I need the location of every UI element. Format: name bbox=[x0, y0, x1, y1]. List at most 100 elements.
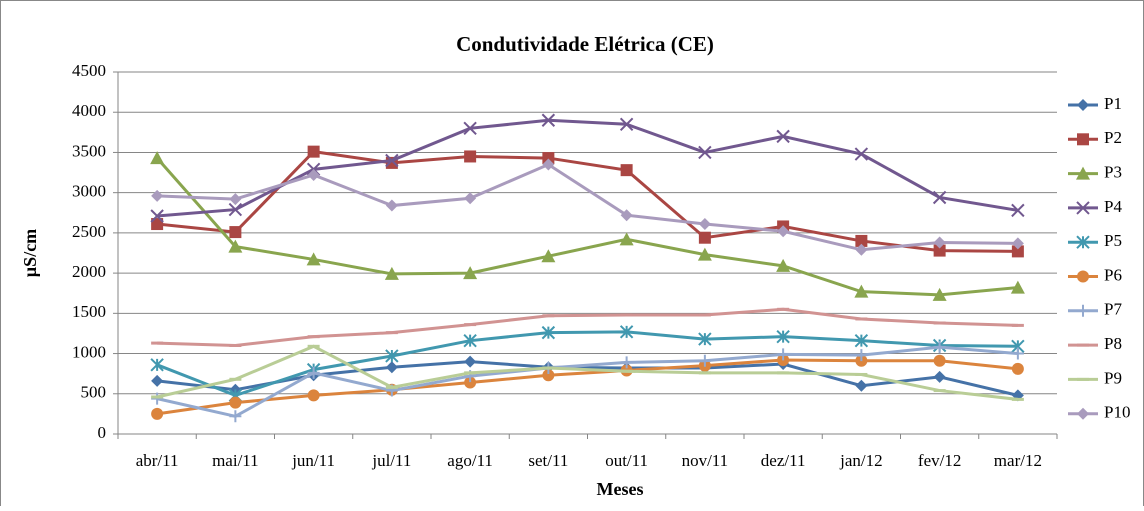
series-line bbox=[157, 162, 1018, 252]
marker bbox=[151, 407, 164, 420]
x-tick-label: abr/11 bbox=[136, 451, 179, 470]
marker bbox=[464, 376, 477, 389]
marker bbox=[1077, 133, 1089, 146]
marker bbox=[1077, 99, 1089, 111]
marker bbox=[542, 369, 555, 382]
marker bbox=[776, 329, 790, 344]
marker bbox=[1077, 270, 1089, 283]
marker bbox=[1076, 201, 1090, 215]
marker bbox=[464, 192, 477, 205]
marker bbox=[228, 202, 243, 217]
x-tick-label: fev/12 bbox=[918, 451, 961, 470]
series-line bbox=[157, 307, 1018, 348]
series-line bbox=[156, 344, 1019, 401]
marker bbox=[620, 164, 633, 177]
marker bbox=[619, 232, 634, 246]
marker bbox=[855, 243, 868, 256]
marker bbox=[777, 348, 790, 361]
marker bbox=[697, 247, 712, 261]
marker bbox=[150, 151, 165, 165]
x-tick-label: set/11 bbox=[528, 451, 568, 470]
marker bbox=[151, 392, 164, 405]
marker bbox=[385, 349, 399, 363]
marker bbox=[1011, 362, 1024, 375]
marker bbox=[932, 287, 947, 301]
marker bbox=[151, 218, 164, 231]
legend-label: P2 bbox=[1104, 128, 1122, 147]
y-axis-label: µS/cm bbox=[20, 229, 40, 277]
legend-label: P1 bbox=[1104, 94, 1122, 113]
marker bbox=[541, 113, 556, 127]
marker bbox=[855, 349, 868, 362]
marker bbox=[541, 325, 556, 340]
x-tick-label: jul/11 bbox=[371, 451, 411, 470]
marker bbox=[1011, 237, 1024, 250]
x-tick-label: mar/12 bbox=[994, 451, 1042, 470]
marker bbox=[385, 153, 399, 168]
marker bbox=[306, 252, 321, 266]
legend-label: P9 bbox=[1104, 368, 1122, 387]
legend-label: P10 bbox=[1104, 403, 1130, 422]
marker bbox=[932, 190, 947, 205]
marker bbox=[1076, 235, 1090, 249]
legend-label: P6 bbox=[1104, 265, 1122, 284]
marker bbox=[464, 355, 477, 368]
marker bbox=[541, 249, 556, 263]
marker bbox=[384, 266, 399, 280]
marker bbox=[463, 121, 477, 136]
marker bbox=[776, 129, 790, 144]
marker bbox=[464, 150, 477, 163]
marker bbox=[855, 379, 868, 392]
series-line bbox=[156, 150, 1018, 253]
x-tick-label: ago/11 bbox=[447, 451, 493, 470]
marker bbox=[151, 189, 164, 202]
marker bbox=[307, 389, 320, 402]
marker bbox=[542, 152, 555, 165]
legend-label: P8 bbox=[1104, 334, 1122, 353]
x-tick-label: jan/12 bbox=[839, 451, 883, 470]
marker bbox=[854, 284, 869, 298]
marker bbox=[385, 199, 398, 212]
legend-label: P7 bbox=[1104, 300, 1122, 319]
marker bbox=[620, 209, 633, 222]
series-line bbox=[156, 157, 1019, 297]
marker bbox=[463, 266, 478, 280]
marker bbox=[854, 333, 869, 348]
x-tick-label: nov/11 bbox=[682, 451, 729, 470]
marker bbox=[698, 231, 711, 244]
legend-label: P5 bbox=[1104, 231, 1122, 250]
marker bbox=[933, 354, 946, 367]
marker bbox=[776, 258, 791, 272]
marker bbox=[307, 168, 320, 181]
y-tick-label: 500 bbox=[81, 383, 107, 402]
marker bbox=[229, 193, 242, 206]
x-tick-label: mai/11 bbox=[212, 451, 259, 470]
marker bbox=[698, 354, 711, 367]
marker bbox=[151, 374, 164, 387]
marker bbox=[619, 117, 634, 131]
x-tick-label: out/11 bbox=[605, 451, 648, 470]
marker bbox=[698, 145, 712, 160]
marker bbox=[619, 325, 634, 339]
y-tick-label: 3000 bbox=[72, 182, 106, 201]
marker bbox=[542, 158, 555, 171]
marker bbox=[1010, 280, 1025, 294]
marker bbox=[229, 410, 242, 423]
marker bbox=[307, 145, 320, 158]
x-tick-label: dez/11 bbox=[761, 451, 806, 470]
y-tick-label: 2000 bbox=[72, 262, 106, 281]
marker bbox=[933, 236, 946, 249]
marker bbox=[933, 370, 946, 383]
y-tick-label: 2500 bbox=[72, 222, 106, 241]
marker bbox=[1011, 203, 1025, 218]
chart-title: Condutividade Elétrica (CE) bbox=[456, 32, 714, 56]
marker bbox=[385, 361, 398, 374]
series-line bbox=[157, 118, 1019, 218]
marker bbox=[463, 333, 477, 348]
y-tick-label: 3500 bbox=[72, 141, 106, 160]
marker bbox=[150, 358, 164, 372]
marker bbox=[698, 332, 712, 346]
marker bbox=[933, 341, 946, 354]
marker bbox=[933, 244, 946, 257]
